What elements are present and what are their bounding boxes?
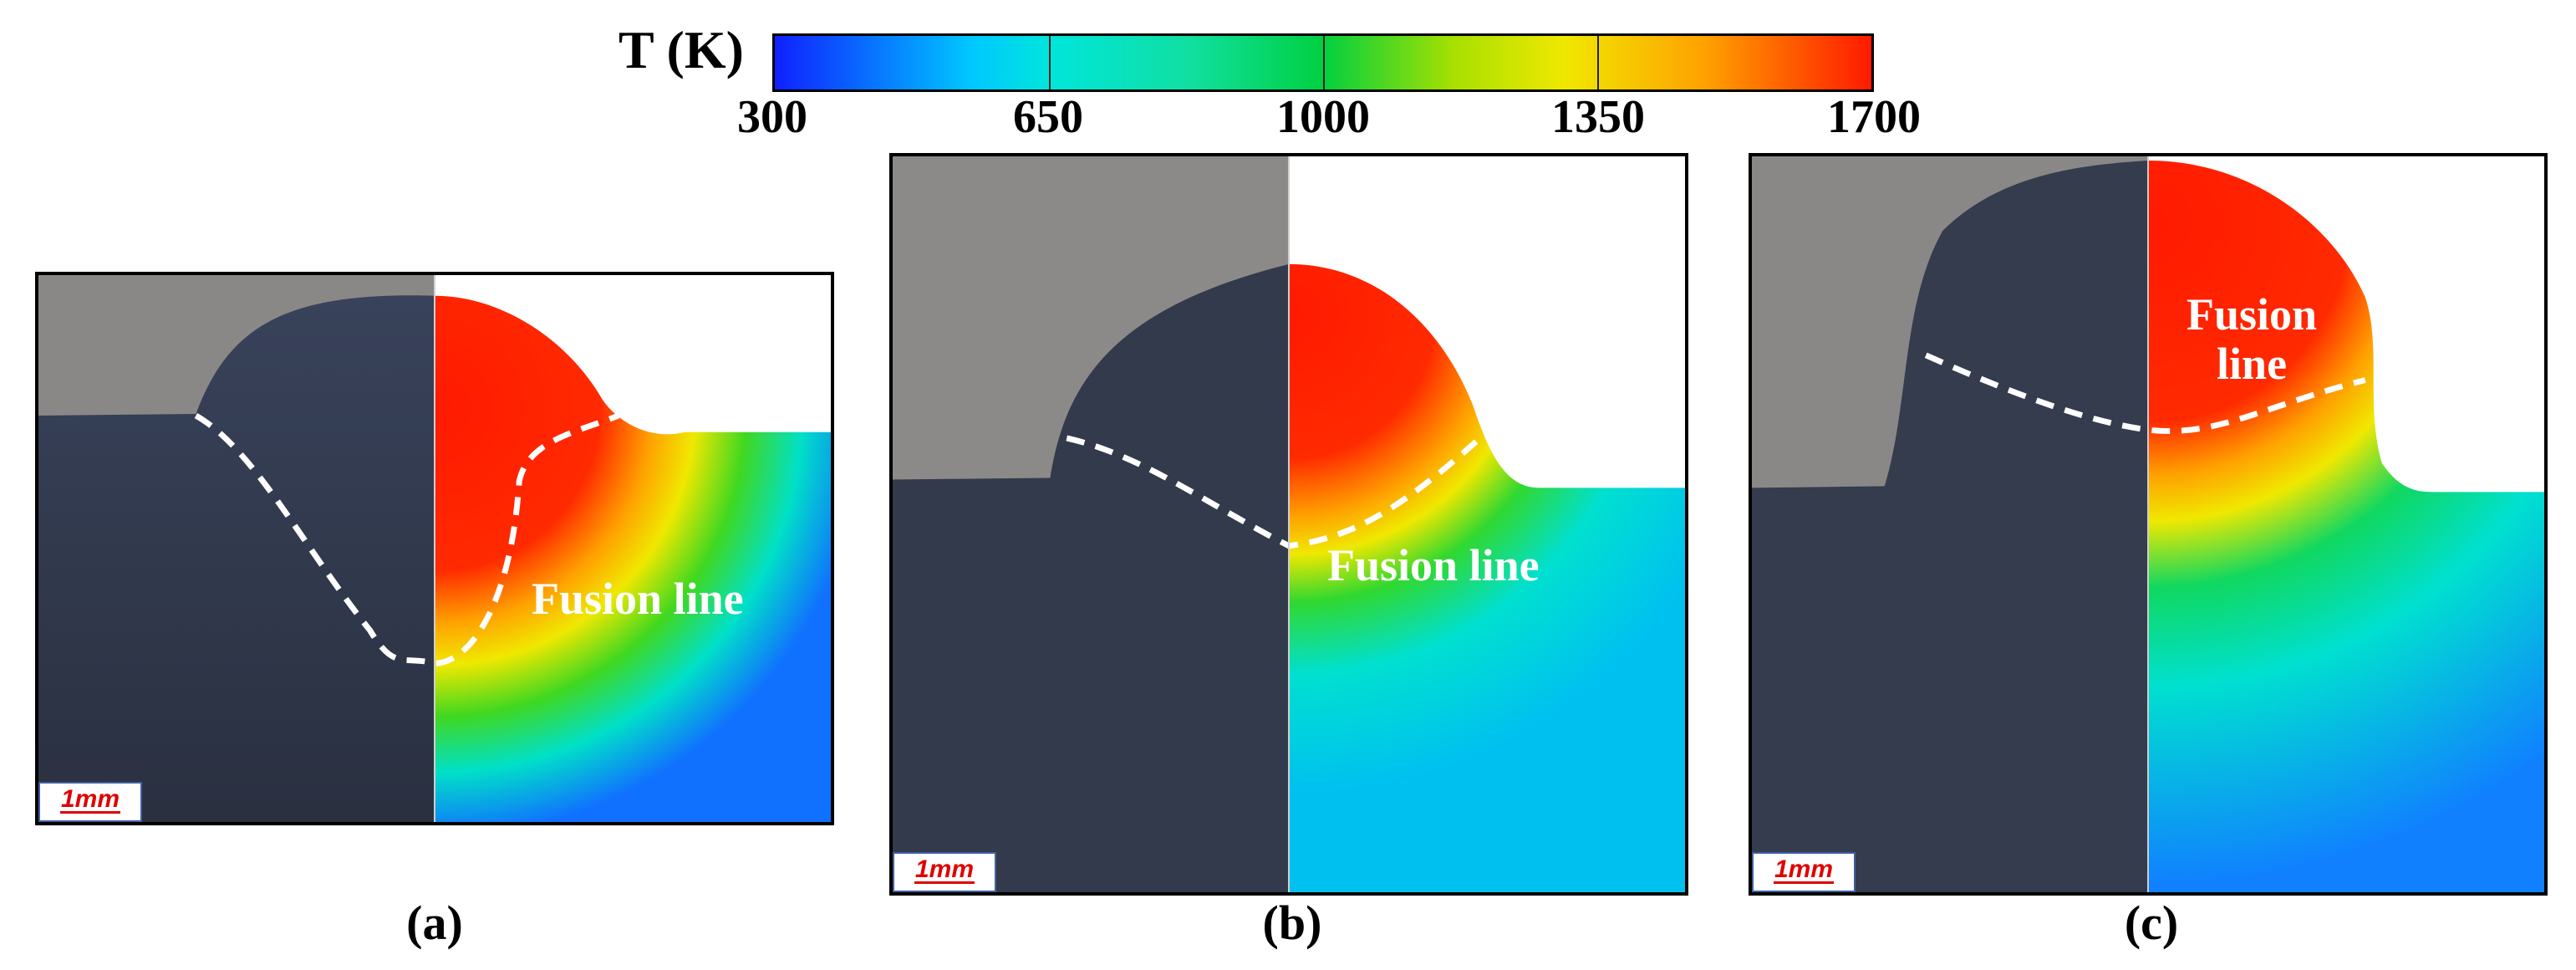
colorbar-label-650: 650 — [1013, 91, 1083, 143]
caption-a: (a) — [406, 896, 463, 950]
scale-bar-label: 1mm — [914, 855, 975, 883]
fusion-label-line1: Fusion — [2187, 289, 2318, 340]
scale-bar-label: 1mm — [60, 785, 120, 813]
fusion-line — [1924, 352, 2366, 435]
colorbar-tick — [1597, 36, 1599, 89]
fusion-line-label-a: Fusion line — [532, 574, 744, 624]
caption-b: (b) — [1262, 896, 1322, 950]
colorbar-title: T (K) — [619, 20, 744, 79]
scale-bar-b: 1mm — [893, 852, 996, 892]
panel-b-image — [893, 156, 1685, 892]
fusion-line-label-c: Fusion line — [2187, 289, 2318, 390]
panel-c: Fusion line 1mm — [1749, 153, 2548, 896]
fusion-line — [194, 412, 620, 666]
scale-bar-label: 1mm — [1774, 855, 1834, 883]
fusion-line-label-b: Fusion line — [1327, 540, 1540, 590]
colorbar-label-1700: 1700 — [1827, 91, 1921, 143]
panel-b: Fusion line 1mm — [889, 153, 1688, 896]
caption-c: (c) — [2124, 896, 2179, 950]
colorbar-label-300: 300 — [737, 91, 807, 143]
panel-a: Fusion line 1mm — [35, 272, 834, 825]
colorbar-label-1000: 1000 — [1276, 91, 1370, 143]
colorbar — [772, 33, 1874, 92]
colorbar-tick — [1323, 36, 1325, 89]
fusion-label-line2: line — [2217, 339, 2288, 390]
panel-a-image — [38, 275, 831, 822]
scale-bar-a: 1mm — [38, 782, 142, 822]
colorbar-tick — [1049, 36, 1051, 89]
colorbar-label-1350: 1350 — [1551, 91, 1645, 143]
scale-bar-c: 1mm — [1752, 852, 1856, 892]
panel-c-image — [1752, 156, 2544, 892]
